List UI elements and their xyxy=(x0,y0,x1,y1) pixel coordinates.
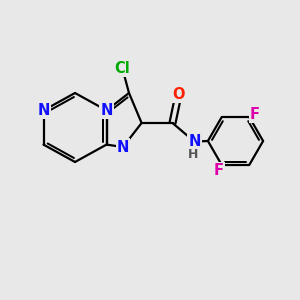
Text: N: N xyxy=(37,103,50,118)
Text: Cl: Cl xyxy=(115,61,130,76)
Text: O: O xyxy=(172,87,185,102)
Text: F: F xyxy=(214,163,224,178)
Text: H: H xyxy=(188,148,198,161)
Text: N: N xyxy=(117,140,129,154)
Text: N: N xyxy=(188,134,201,149)
Text: N: N xyxy=(100,103,113,118)
Text: F: F xyxy=(250,106,260,122)
